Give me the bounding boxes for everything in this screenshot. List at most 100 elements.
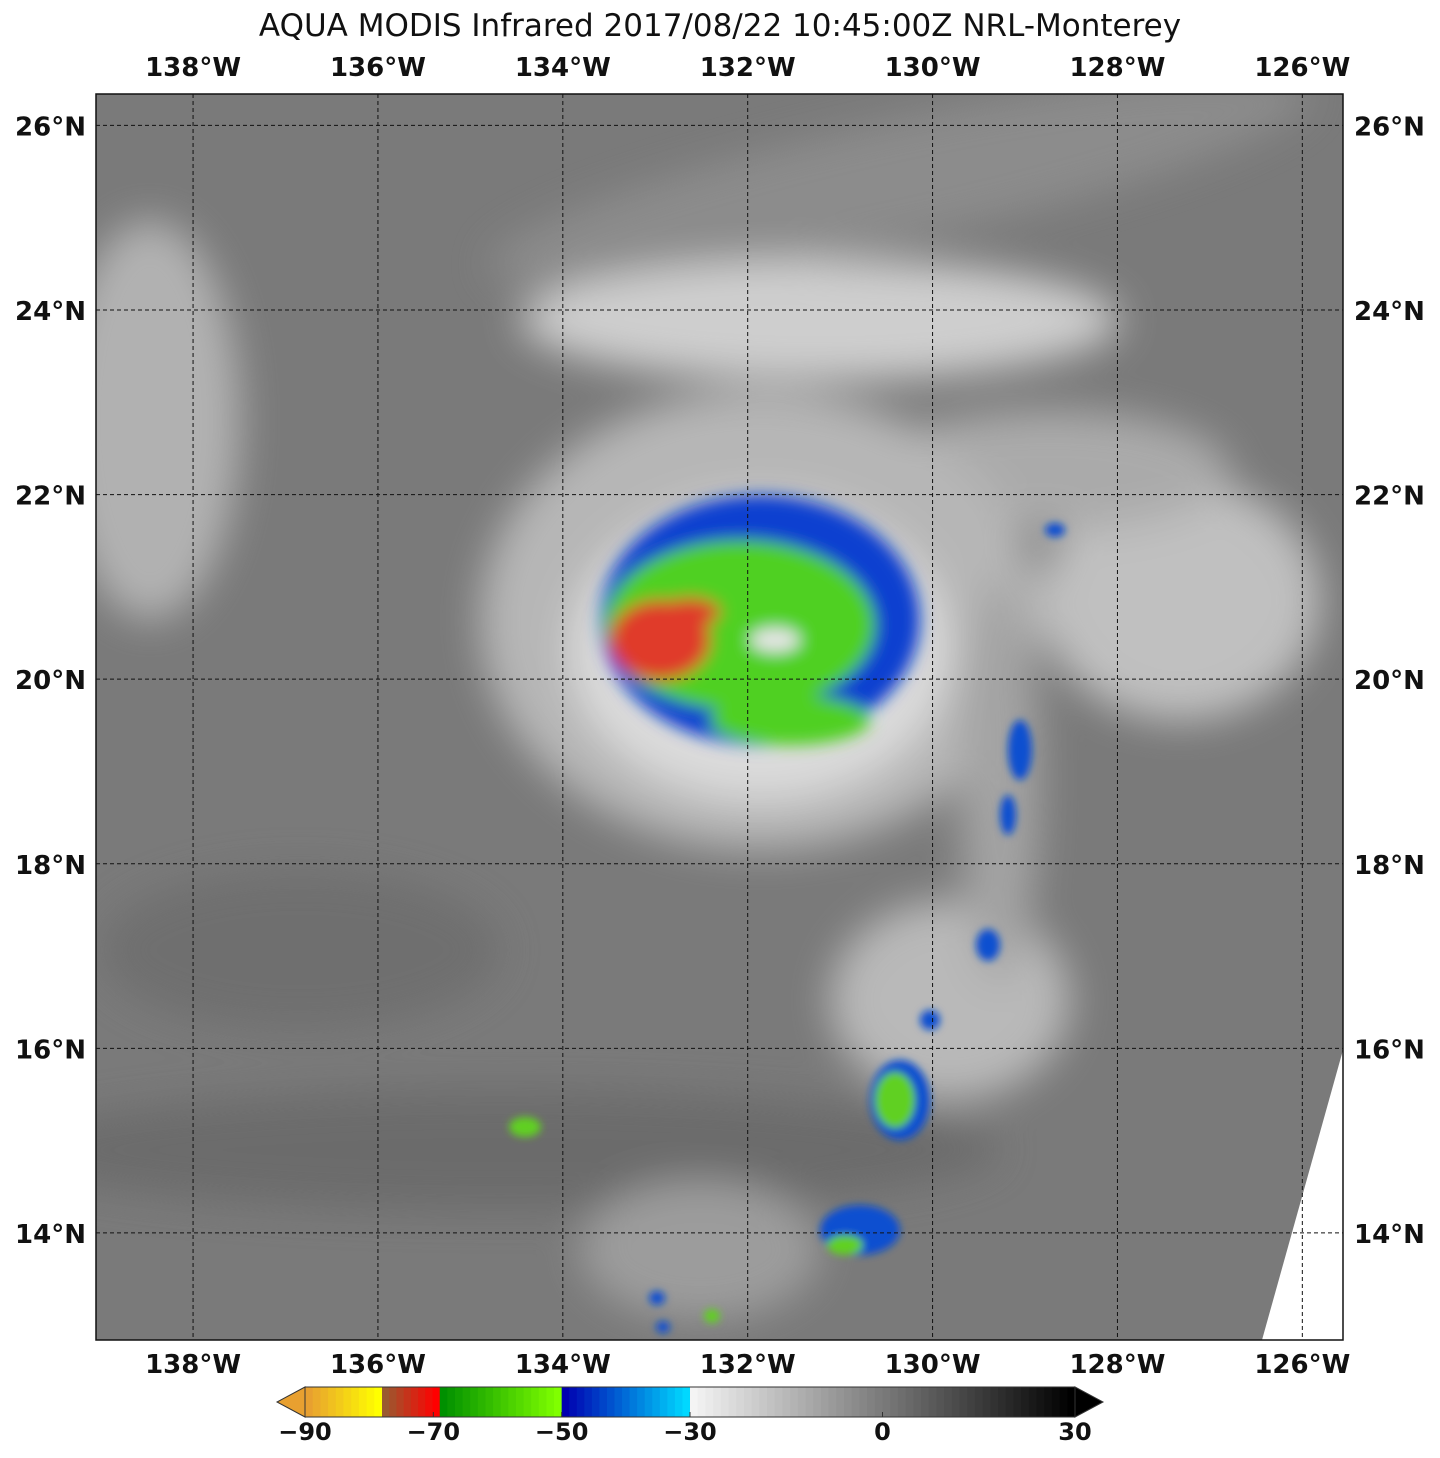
- colorbar-swatch: [767, 1387, 776, 1417]
- colorbar-swatch: [736, 1387, 745, 1417]
- colorbar-swatch: [328, 1387, 337, 1417]
- colorbar-swatch: [690, 1387, 699, 1417]
- latitude-label: 22°N: [15, 482, 86, 512]
- colorbar-swatch: [477, 1387, 486, 1417]
- latitude-label: 16°N: [1354, 1035, 1425, 1065]
- longitude-label: 132°W: [700, 1350, 796, 1380]
- longitude-label: 128°W: [1069, 53, 1165, 83]
- colorbar-swatch: [569, 1387, 578, 1417]
- colorbar-swatch: [805, 1387, 814, 1417]
- colorbar-swatch: [990, 1387, 999, 1417]
- colorbar-swatch: [905, 1387, 914, 1417]
- latitude-label: 22°N: [1354, 482, 1425, 512]
- graticule: [96, 94, 1343, 1340]
- colorbar-swatch: [584, 1387, 593, 1417]
- colorbar-swatch: [403, 1387, 412, 1417]
- colorbar-swatch: [951, 1387, 960, 1417]
- longitude-label: 138°W: [145, 53, 241, 83]
- colorbar-swatch: [447, 1387, 456, 1417]
- colorbar-swatch: [974, 1387, 984, 1417]
- colorbar-tick-label: 0: [874, 1418, 891, 1446]
- colorbar-tick-label: 30: [1058, 1418, 1091, 1446]
- colorbar-swatch: [343, 1387, 352, 1417]
- latitude-label: 26°N: [1354, 112, 1425, 142]
- colorbar-swatch: [797, 1387, 806, 1417]
- longitude-label: 128°W: [1069, 1350, 1165, 1380]
- colorbar-swatch: [606, 1387, 616, 1417]
- colorbar-swatch: [998, 1387, 1007, 1417]
- colorbar-swatch: [659, 1387, 668, 1417]
- colorbar-swatch: [629, 1387, 638, 1417]
- colorbar-swatch: [439, 1387, 448, 1417]
- longitude-label: 138°W: [145, 1350, 241, 1380]
- colorbar-swatch: [959, 1387, 968, 1417]
- colorbar-swatch: [921, 1387, 930, 1417]
- colorbar-swatch: [790, 1387, 799, 1417]
- colorbar-swatch: [890, 1387, 899, 1417]
- colorbar-swatch: [425, 1387, 434, 1417]
- colorbar-swatch: [743, 1387, 753, 1417]
- colorbar-swatch: [576, 1387, 585, 1417]
- colorbar-swatch: [1059, 1387, 1068, 1417]
- colorbar-swatch: [622, 1387, 631, 1417]
- colorbar-swatch: [374, 1387, 383, 1417]
- colorbar-swatch: [418, 1387, 426, 1417]
- colorbar-swatch: [470, 1387, 479, 1417]
- colorbar-swatch: [432, 1387, 441, 1417]
- colorbar-swatch: [485, 1387, 494, 1417]
- longitude-label: 126°W: [1254, 53, 1350, 83]
- colorbar-swatch: [759, 1387, 768, 1417]
- latitude-label: 24°N: [15, 297, 86, 327]
- longitude-label: 126°W: [1254, 1350, 1350, 1380]
- colorbar-high-extend: [1074, 1386, 1105, 1418]
- colorbar-swatch: [1036, 1387, 1045, 1417]
- colorbar-swatch: [644, 1387, 653, 1417]
- colorbar: −90 −70 −50 −30 0 30: [275, 1386, 1105, 1446]
- colorbar-swatch: [1067, 1387, 1076, 1417]
- colorbar-low-extend: [275, 1386, 306, 1418]
- latitude-label: 14°N: [15, 1220, 86, 1250]
- colorbar-swatch: [1044, 1387, 1053, 1417]
- colorbar-swatch: [591, 1387, 600, 1417]
- colorbar-swatch: [720, 1387, 729, 1417]
- colorbar-swatch: [561, 1387, 570, 1417]
- colorbar-swatch: [851, 1387, 860, 1417]
- colorbar-swatch: [312, 1387, 321, 1417]
- colorbar-tick-label: −30: [663, 1418, 717, 1446]
- colorbar-swatch: [1021, 1387, 1030, 1417]
- colorbar-swatch: [335, 1387, 344, 1417]
- latitude-label: 24°N: [1354, 297, 1425, 327]
- colorbar-swatch: [774, 1387, 783, 1417]
- colorbar-swatch: [751, 1387, 760, 1417]
- colorbar-swatch: [867, 1387, 876, 1417]
- colorbar-swatch: [637, 1387, 646, 1417]
- longitude-label: 136°W: [330, 1350, 426, 1380]
- storm-cloud-tops: [600, 495, 920, 745]
- latitude-label: 18°N: [15, 851, 86, 881]
- colorbar-swatch: [358, 1387, 368, 1417]
- colorbar-swatch: [1051, 1387, 1061, 1417]
- colorbar-swatch: [523, 1387, 532, 1417]
- colorbar-swatch: [554, 1387, 563, 1417]
- colorbar-tick-label: −50: [535, 1418, 589, 1446]
- colorbar-swatch: [652, 1387, 661, 1417]
- colorbar-swatch: [982, 1387, 991, 1417]
- colorbar-swatch: [897, 1387, 907, 1417]
- longitude-label: 134°W: [515, 1350, 611, 1380]
- colorbar-swatch: [1028, 1387, 1037, 1417]
- colorbar-swatch: [674, 1387, 683, 1417]
- colorbar-swatch: [713, 1387, 722, 1417]
- colorbar-swatch: [913, 1387, 922, 1417]
- colorbar-swatch: [366, 1387, 375, 1417]
- colorbar-swatch: [546, 1387, 555, 1417]
- colorbar-swatch: [967, 1387, 976, 1417]
- colorbar-swatch: [944, 1387, 953, 1417]
- colorbar-swatch: [928, 1387, 937, 1417]
- colorbar-swatch: [614, 1387, 623, 1417]
- colorbar-swatch: [1005, 1387, 1014, 1417]
- colorbar-swatch: [538, 1387, 547, 1417]
- colorbar-swatch: [396, 1387, 405, 1417]
- colorbar-swatch: [844, 1387, 853, 1417]
- colorbar-tick-label: −90: [278, 1418, 332, 1446]
- colorbar-swatch: [1013, 1387, 1022, 1417]
